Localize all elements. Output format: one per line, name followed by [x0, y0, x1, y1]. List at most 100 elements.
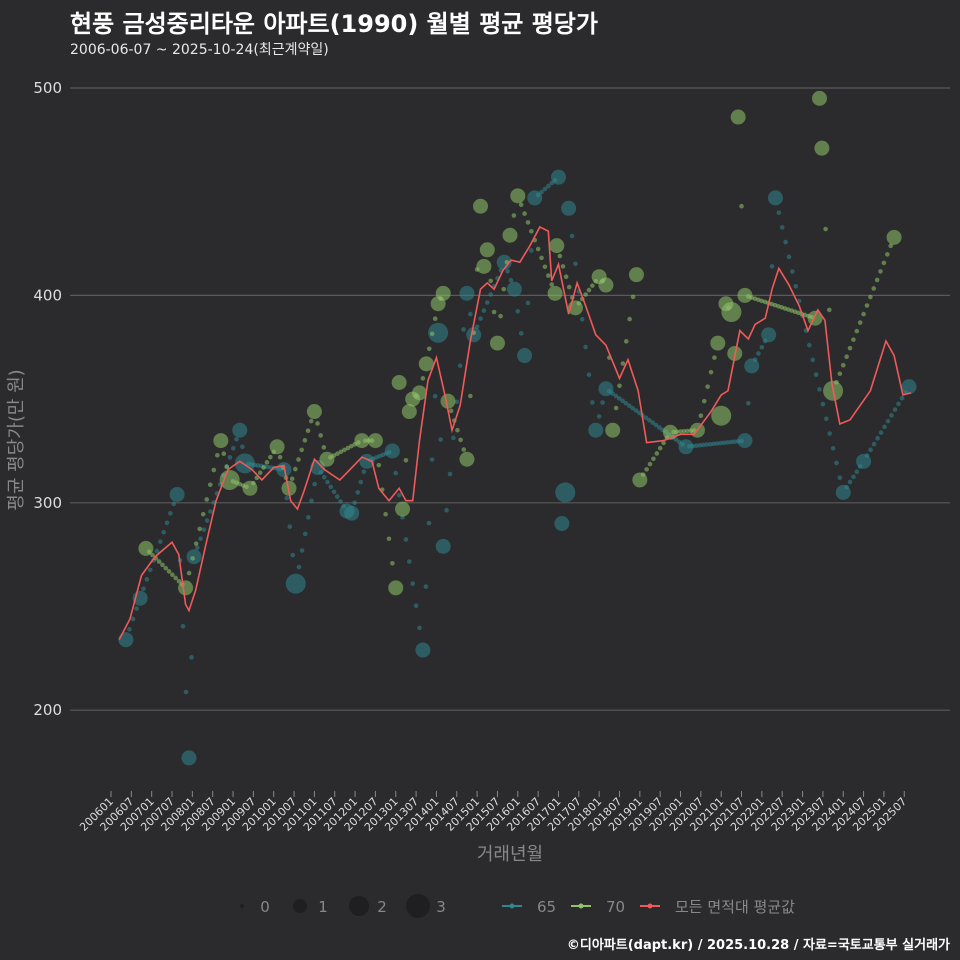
- series-65-interp-point: [697, 443, 703, 448]
- series-70-interp-point: [881, 260, 887, 266]
- series-70-point: [632, 472, 648, 488]
- series-65-interp-point: [718, 440, 723, 446]
- series-65-interp-point: [899, 395, 905, 401]
- series-65-interp-point: [885, 418, 891, 424]
- series-65-interp-point: [542, 186, 548, 192]
- series-70-interp-point: [176, 578, 182, 584]
- series-70-interp-point: [315, 421, 320, 426]
- series-70-interp-point: [186, 570, 192, 576]
- series-65-point: [435, 538, 451, 554]
- series-65-point: [285, 573, 306, 594]
- series-70-interp-point: [678, 429, 683, 434]
- series-65-interp-point: [793, 283, 799, 289]
- series-70-interp-point: [885, 252, 890, 257]
- series-70-interp-point: [511, 213, 517, 218]
- series-65-interp-point: [451, 435, 456, 441]
- series-70-interp-point: [681, 428, 687, 434]
- series-65-interp-point: [732, 439, 737, 444]
- series-65-interp-point: [468, 311, 473, 317]
- series-65-interp-point: [134, 606, 139, 611]
- series-70-interp-point: [837, 371, 843, 377]
- series-70-interp-point: [305, 428, 311, 434]
- series-70-point: [411, 385, 427, 401]
- series-70-interp-point: [644, 467, 649, 472]
- series-65-interp-point: [725, 440, 730, 445]
- series-70-point: [306, 404, 322, 420]
- series-70-point: [354, 433, 370, 449]
- series-65-point: [744, 358, 760, 374]
- series-70-interp-point: [156, 559, 162, 564]
- series-65-interp-point: [871, 441, 877, 447]
- series-70-interp-point: [522, 211, 527, 216]
- series-70-interp-point: [501, 286, 507, 292]
- series-65-interp-point: [851, 474, 856, 480]
- series-65-interp-point: [505, 268, 510, 274]
- series-65-point: [598, 381, 614, 397]
- series-70-point: [886, 229, 902, 245]
- size-legend-symbol: [240, 904, 244, 908]
- series-65-interp-point: [296, 564, 302, 570]
- series-70-interp-point: [525, 220, 531, 225]
- series-70-point: [391, 375, 407, 391]
- series-65-interp-point: [168, 511, 173, 516]
- series-65-interp-point: [623, 400, 629, 406]
- y-axis-label: 평균 평당가(만 원): [6, 369, 27, 510]
- series-70-interp-point: [823, 226, 828, 232]
- series-65-interp-point: [827, 431, 832, 436]
- series-65-interp-point: [189, 655, 194, 660]
- series-65-interp-point: [756, 351, 761, 356]
- series-70-point: [435, 285, 451, 301]
- series-65-interp-point: [302, 531, 308, 537]
- series-65-interp-point: [484, 300, 490, 305]
- series-70-point: [418, 356, 434, 372]
- series-70-point: [479, 242, 495, 258]
- series-70-interp-point: [701, 398, 707, 404]
- series-65-interp-point: [847, 479, 853, 485]
- series-65-point: [554, 516, 570, 532]
- series-65-interp-point: [673, 437, 679, 442]
- series-70-interp-point: [620, 361, 626, 366]
- y-tick-label: 400: [33, 286, 62, 304]
- series-65-interp-point: [656, 425, 662, 430]
- series-65-interp-point: [284, 495, 290, 501]
- series-70-interp-point: [420, 376, 426, 381]
- series-65-interp-point: [518, 331, 524, 336]
- series-65-interp-point: [590, 400, 595, 405]
- series-65-interp-point: [728, 439, 734, 445]
- series-70-interp-point: [491, 309, 497, 315]
- series-65-interp-point: [620, 398, 625, 404]
- legend-dot-1: [578, 903, 584, 909]
- series-70-interp-point: [432, 316, 438, 322]
- series-70-interp-point: [461, 447, 467, 452]
- size-legend-label: 3: [436, 898, 446, 916]
- series-70-point: [319, 451, 335, 467]
- series-70-interp-point: [299, 447, 304, 453]
- series-65-interp-point: [488, 292, 493, 297]
- series-70-interp-point: [586, 287, 592, 293]
- series-65-interp-point: [227, 455, 233, 460]
- series-70-interp-point: [321, 445, 327, 450]
- series-65-interp-point: [147, 567, 153, 573]
- series-70-interp-point: [160, 562, 165, 568]
- series-65-interp-point: [183, 689, 189, 695]
- series-70-interp-point: [560, 264, 566, 269]
- series-65-interp-point: [569, 233, 575, 239]
- series-70-interp-point: [342, 447, 347, 453]
- series-65-interp-point: [331, 489, 337, 495]
- series-65-interp-point: [616, 396, 622, 401]
- series-65-interp-point: [417, 625, 422, 631]
- series-65-interp-point: [704, 442, 710, 447]
- series-65-interp-point: [403, 537, 409, 542]
- legend-label: 70: [606, 898, 625, 916]
- series-70-interp-point: [590, 283, 595, 288]
- size-legend-symbol: [349, 896, 369, 916]
- series-70-point: [605, 422, 621, 438]
- series-70-point: [459, 451, 475, 467]
- series-65-interp-point: [579, 316, 585, 322]
- series-65-point: [506, 281, 522, 297]
- series-70-interp-point: [197, 526, 202, 532]
- series-70-interp-point: [215, 453, 220, 458]
- series-65-interp-point: [786, 254, 792, 260]
- series-70-point: [628, 267, 644, 283]
- legend-label: 65: [537, 898, 556, 916]
